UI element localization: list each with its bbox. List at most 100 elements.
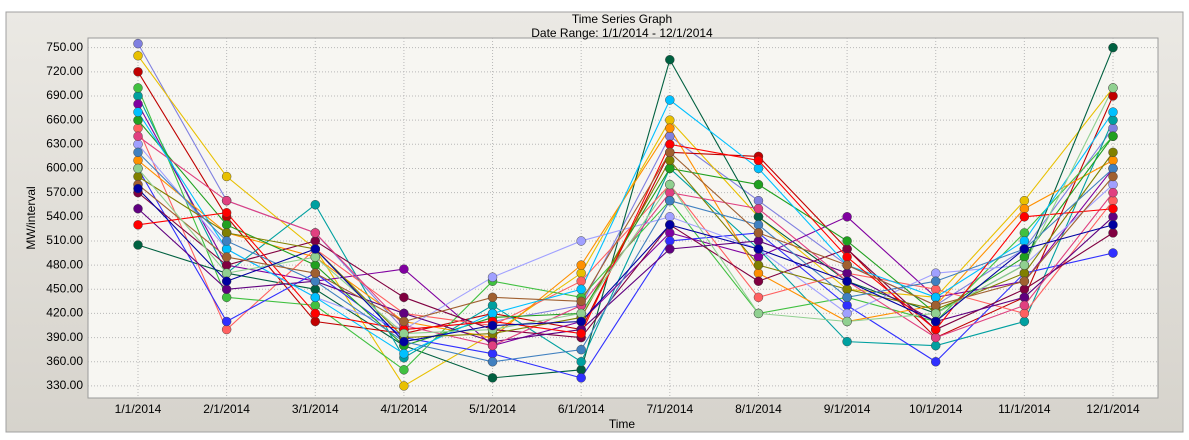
data-point [576, 365, 586, 375]
data-point [487, 320, 498, 331]
data-point [133, 51, 143, 61]
data-point [133, 123, 143, 133]
data-point [1108, 107, 1118, 117]
data-point [399, 381, 409, 391]
x-tick-label: 8/1/2014 [735, 402, 782, 416]
data-point [1108, 220, 1118, 230]
data-point [842, 276, 852, 286]
data-point [753, 155, 764, 166]
data-point [1019, 195, 1030, 206]
series-line [137, 208, 1114, 343]
data-point [842, 212, 852, 222]
data-point [576, 276, 586, 286]
data-point [310, 252, 320, 262]
data-point [1108, 147, 1118, 158]
data-point [665, 123, 675, 133]
data-point [576, 284, 586, 294]
data-point [842, 292, 852, 303]
y-axis-label: MW/interval [24, 186, 38, 249]
data-point [753, 228, 764, 238]
data-point [665, 187, 675, 198]
data-point [931, 268, 941, 278]
data-point [133, 183, 143, 194]
data-point [1019, 308, 1030, 319]
data-point [753, 308, 764, 319]
y-tick-label: 720.00 [46, 64, 83, 78]
data-point [133, 99, 143, 109]
data-point [133, 83, 143, 93]
data-point [310, 316, 320, 327]
data-point [399, 349, 409, 359]
data-point [1019, 236, 1030, 246]
data-point [221, 228, 232, 238]
data-point [221, 324, 232, 335]
data-point [310, 244, 320, 254]
chart-title: Time Series Graph [572, 12, 672, 26]
data-point [221, 244, 232, 254]
data-point [753, 204, 764, 214]
x-tick-label: 1/1/2014 [115, 402, 162, 416]
data-point [133, 38, 143, 49]
data-point [221, 268, 232, 278]
data-point [576, 373, 586, 383]
data-point [665, 179, 675, 190]
x-tick-label: 9/1/2014 [824, 402, 871, 416]
y-tick-label: 750.00 [46, 40, 83, 54]
data-point [221, 220, 232, 230]
data-point [665, 244, 675, 254]
data-point [133, 67, 143, 77]
data-point [1108, 248, 1118, 258]
data-point [133, 107, 143, 117]
data-point [310, 260, 320, 270]
data-point [665, 131, 675, 141]
data-point [399, 336, 409, 347]
data-point [753, 260, 764, 270]
data-point [576, 260, 586, 270]
data-point [310, 228, 320, 238]
data-point [576, 296, 586, 307]
data-point [1019, 212, 1030, 222]
data-point [221, 195, 232, 206]
data-point [576, 268, 586, 278]
data-point [487, 292, 498, 303]
data-point [665, 115, 675, 125]
data-point [576, 357, 586, 367]
x-tick-label: 5/1/2014 [469, 402, 516, 416]
data-point [221, 252, 232, 262]
data-point [221, 208, 232, 218]
data-point [931, 308, 941, 319]
data-point [1019, 276, 1030, 286]
plot-area [87, 37, 1159, 399]
data-point [931, 284, 941, 294]
data-point [310, 200, 320, 210]
data-point [665, 163, 675, 174]
data-point [1108, 187, 1118, 198]
y-tick-label: 570.00 [46, 185, 83, 199]
data-point [133, 155, 143, 166]
data-point [133, 163, 143, 174]
data-point [1108, 228, 1118, 238]
data-point [133, 220, 143, 230]
data-point [399, 328, 409, 339]
data-point [753, 252, 764, 262]
data-point [1019, 268, 1030, 278]
data-point [487, 340, 498, 351]
x-axis-label: Time [609, 417, 636, 431]
data-point [1108, 179, 1118, 190]
data-point [1019, 244, 1030, 254]
data-point [310, 308, 320, 319]
data-point [1108, 115, 1118, 125]
y-tick-label: 330.00 [46, 378, 83, 392]
data-point [1019, 300, 1030, 311]
data-point [665, 220, 675, 230]
data-point [931, 292, 941, 303]
data-point [576, 344, 586, 355]
y-tick-label: 420.00 [46, 306, 83, 320]
data [133, 38, 1118, 391]
data-point [842, 316, 852, 327]
data-point [753, 163, 764, 174]
data-point [487, 373, 498, 383]
y-tick-label: 390.00 [46, 330, 83, 344]
series-line [137, 103, 1114, 347]
data-point [576, 236, 586, 246]
